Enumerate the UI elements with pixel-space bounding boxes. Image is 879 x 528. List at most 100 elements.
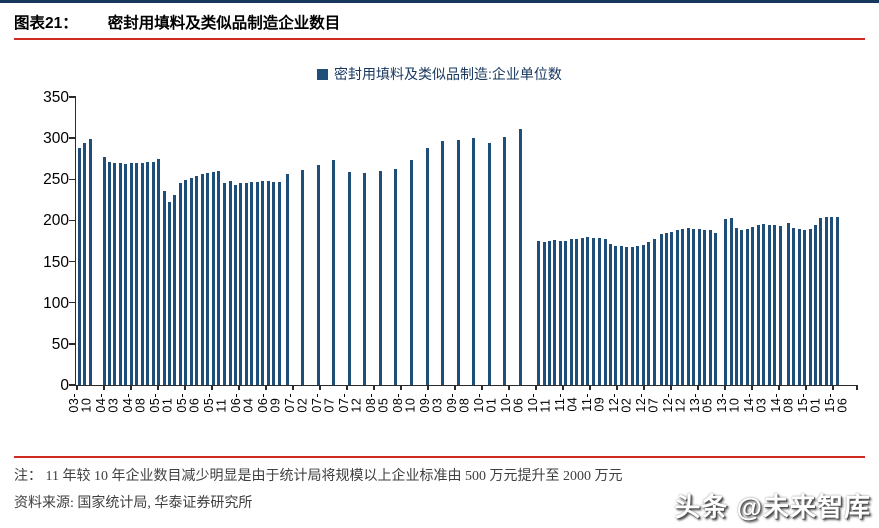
- bar: [830, 217, 834, 385]
- bar: [332, 160, 336, 385]
- bar: [157, 158, 160, 385]
- bar: [223, 182, 226, 385]
- bar: [118, 162, 122, 385]
- bar: [703, 229, 707, 385]
- bar: [77, 148, 81, 385]
- bar: [301, 170, 305, 385]
- chart-header: 图表21： 密封用填料及类似品制造企业数目: [14, 11, 340, 33]
- bar: [487, 143, 491, 385]
- bar: [277, 181, 281, 385]
- bar: [146, 162, 150, 385]
- y-axis-tick: [69, 96, 76, 98]
- bar: [316, 165, 320, 385]
- bar: [729, 218, 733, 385]
- bar: [591, 237, 595, 385]
- x-axis-label: 04-03: [94, 393, 121, 413]
- bar: [233, 185, 237, 385]
- bar: [347, 171, 351, 385]
- bar: [503, 137, 507, 385]
- x-axis-label: 03-10: [67, 393, 94, 413]
- x-axis-label: 08-10: [391, 393, 418, 413]
- bar: [378, 171, 382, 385]
- x-axis-label: 08-05: [364, 393, 391, 413]
- bar: [518, 129, 522, 385]
- x-axis-tick: [670, 385, 672, 390]
- bar: [803, 229, 807, 385]
- bar: [670, 231, 674, 385]
- bar: [708, 230, 712, 385]
- x-axis-tick: [589, 385, 591, 390]
- y-axis-tick: [69, 137, 76, 139]
- x-axis-tick: [211, 385, 213, 390]
- bar: [614, 245, 618, 385]
- figure-number: 图表21：: [14, 15, 78, 32]
- bar: [778, 226, 782, 385]
- bar: [625, 246, 629, 385]
- bar: [456, 139, 460, 385]
- x-axis-tick: [481, 385, 483, 390]
- y-axis-label: 300: [43, 130, 69, 148]
- bar: [266, 180, 270, 385]
- bar: [773, 224, 777, 385]
- bar: [173, 194, 177, 385]
- bar: [659, 234, 663, 385]
- x-axis-label: 05-01: [148, 393, 175, 413]
- x-axis-tick: [832, 385, 834, 390]
- x-axis-tick: [103, 385, 105, 390]
- bar: [88, 139, 92, 385]
- bar: [195, 176, 199, 385]
- bar: [580, 237, 584, 385]
- x-axis-tick: [643, 385, 645, 390]
- bar: [553, 240, 557, 385]
- bar: [102, 157, 106, 385]
- x-axis-label: 12-07: [634, 393, 661, 413]
- bar: [217, 171, 220, 385]
- x-axis-tick: [724, 385, 726, 390]
- bar: [113, 162, 117, 385]
- x-axis-label: 09-08: [445, 393, 472, 413]
- x-axis-label: 09-03: [418, 393, 445, 413]
- y-axis-tick: [69, 343, 76, 345]
- y-axis-tick: [69, 260, 76, 263]
- bar: [619, 245, 623, 385]
- x-axis-label: 12-02: [607, 393, 634, 413]
- x-axis-tick: [616, 385, 618, 390]
- bar: [168, 201, 171, 385]
- bar: [751, 227, 755, 385]
- bar: [762, 223, 766, 385]
- x-axis-tick: [292, 385, 294, 390]
- x-axis-label: 07-02: [283, 393, 310, 413]
- x-axis-label: 10-11: [526, 393, 553, 413]
- legend-label: 密封用填料及类似品制造:企业单位数: [334, 66, 562, 82]
- bar: [724, 218, 727, 385]
- x-axis-tick: [508, 385, 510, 390]
- x-axis-label: 10-06: [499, 393, 526, 413]
- bar: [808, 228, 812, 385]
- bar: [189, 177, 193, 385]
- bar: [83, 143, 86, 385]
- x-axis-label: 11-04: [553, 393, 580, 412]
- footnote: 注： 11 年较 10 年企业数目减少明显是由于统计局将规模以上企业标准由 50…: [14, 469, 623, 484]
- x-axis-tick: [427, 385, 429, 390]
- y-axis-label: 350: [43, 89, 69, 106]
- x-axis-label: 10-01: [472, 393, 499, 413]
- x-axis-tick: [454, 385, 456, 390]
- bar: [272, 181, 276, 385]
- bar: [151, 162, 155, 385]
- source-note: 资料来源: 国家统计局, 华泰证券研究所: [14, 496, 253, 511]
- bar: [425, 148, 429, 385]
- y-axis-label: 0: [60, 377, 69, 394]
- x-axis-tick: [856, 385, 858, 390]
- bar: [285, 173, 289, 385]
- x-axis-label: 15-01: [796, 393, 823, 413]
- x-axis-label: 05-06: [175, 393, 202, 413]
- bar: [409, 159, 413, 385]
- bar: [261, 180, 265, 385]
- bar: [692, 228, 696, 385]
- bar: [603, 238, 607, 385]
- bar: [608, 244, 612, 385]
- bar: [239, 183, 243, 385]
- title-underline: [14, 38, 865, 40]
- bar: [558, 241, 562, 385]
- bar: [697, 228, 701, 385]
